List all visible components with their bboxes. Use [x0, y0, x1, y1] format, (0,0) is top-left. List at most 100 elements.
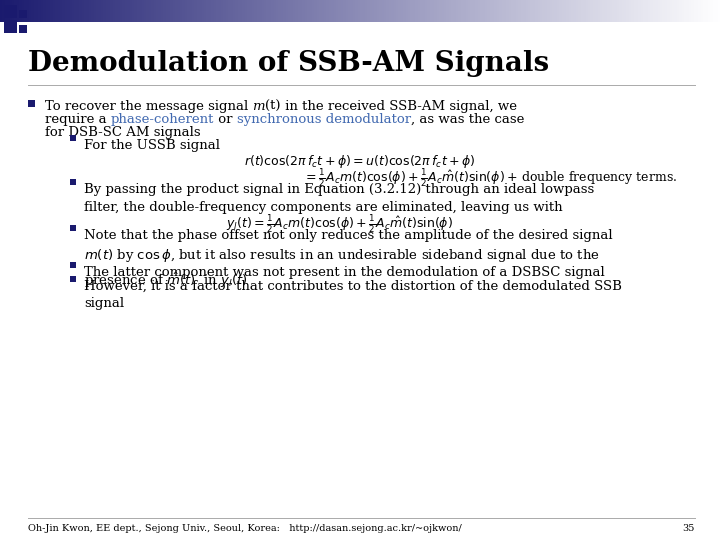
Bar: [377, 0, 380, 22]
Text: phase-coherent: phase-coherent: [111, 113, 215, 126]
Bar: [437, 0, 440, 22]
Bar: [655, 0, 659, 22]
Bar: [182, 0, 186, 22]
Bar: [34, 0, 37, 22]
Bar: [264, 0, 267, 22]
Text: Demodulation of SSB-AM Signals: Demodulation of SSB-AM Signals: [28, 50, 549, 77]
Bar: [398, 0, 402, 22]
Bar: [228, 0, 231, 22]
Bar: [610, 0, 613, 22]
Bar: [521, 0, 524, 22]
Bar: [432, 0, 436, 22]
Bar: [117, 0, 121, 22]
Bar: [588, 0, 591, 22]
Bar: [670, 0, 673, 22]
Bar: [646, 0, 649, 22]
Bar: [29, 0, 32, 22]
Bar: [715, 0, 719, 22]
Bar: [549, 0, 553, 22]
Bar: [91, 0, 94, 22]
Bar: [696, 0, 699, 22]
Bar: [120, 0, 123, 22]
Bar: [423, 0, 426, 22]
Bar: [629, 0, 632, 22]
Bar: [99, 0, 102, 22]
Bar: [531, 0, 534, 22]
Bar: [394, 0, 397, 22]
Bar: [677, 0, 680, 22]
Bar: [101, 0, 104, 22]
Bar: [137, 0, 140, 22]
Bar: [326, 0, 330, 22]
Bar: [22, 0, 25, 22]
Bar: [27, 0, 30, 22]
Text: $= \frac{1}{2}A_c m(t)\cos(\phi) + \frac{1}{2}A_c \hat{m}(t)\sin(\phi) +\,$doubl: $= \frac{1}{2}A_c m(t)\cos(\phi) + \frac…: [303, 167, 677, 188]
Bar: [626, 0, 630, 22]
Bar: [211, 0, 215, 22]
Bar: [461, 0, 464, 22]
Bar: [545, 0, 548, 22]
Bar: [665, 0, 668, 22]
Bar: [355, 0, 359, 22]
Bar: [660, 0, 663, 22]
Bar: [634, 0, 637, 22]
Bar: [583, 0, 587, 22]
Bar: [595, 0, 598, 22]
Bar: [470, 0, 474, 22]
Bar: [600, 0, 603, 22]
Bar: [487, 0, 490, 22]
Bar: [31, 0, 35, 22]
Bar: [257, 0, 260, 22]
Bar: [603, 0, 606, 22]
Bar: [598, 0, 601, 22]
Text: Oh-Jin Kwon, EE dept., Sejong Univ., Seoul, Korea:   http://dasan.sejong.ac.kr/~: Oh-Jin Kwon, EE dept., Sejong Univ., Seo…: [28, 524, 462, 533]
Bar: [554, 0, 558, 22]
Bar: [53, 0, 56, 22]
Bar: [185, 0, 188, 22]
Bar: [86, 0, 90, 22]
Bar: [516, 0, 519, 22]
Bar: [168, 0, 171, 22]
Bar: [250, 0, 253, 22]
Bar: [70, 0, 73, 22]
Bar: [711, 0, 714, 22]
Bar: [12, 0, 15, 22]
Text: , as was the case: , as was the case: [411, 113, 524, 126]
Bar: [619, 0, 623, 22]
Bar: [614, 0, 618, 22]
Bar: [593, 0, 596, 22]
Bar: [708, 0, 711, 22]
Bar: [0, 0, 4, 22]
Bar: [351, 0, 354, 22]
Bar: [653, 0, 656, 22]
Bar: [230, 0, 234, 22]
Bar: [420, 0, 423, 22]
Bar: [473, 0, 476, 22]
Bar: [45, 0, 49, 22]
Bar: [274, 0, 277, 22]
Bar: [333, 0, 337, 22]
Bar: [151, 0, 155, 22]
Bar: [79, 0, 83, 22]
Bar: [454, 0, 457, 22]
Bar: [48, 0, 51, 22]
Bar: [5, 0, 8, 22]
Bar: [444, 0, 447, 22]
Bar: [122, 0, 126, 22]
Bar: [331, 0, 335, 22]
Text: for DSB-SC AM signals: for DSB-SC AM signals: [45, 126, 201, 139]
Bar: [701, 0, 704, 22]
Bar: [675, 0, 678, 22]
Bar: [682, 0, 685, 22]
Bar: [698, 0, 702, 22]
Bar: [70, 225, 76, 231]
Bar: [283, 0, 287, 22]
Bar: [84, 0, 87, 22]
Text: or: or: [215, 113, 237, 126]
Bar: [425, 0, 428, 22]
Bar: [535, 0, 539, 22]
Bar: [391, 0, 395, 22]
Text: The latter component was not present in the demodulation of a DSBSC signal: The latter component was not present in …: [84, 266, 605, 279]
Bar: [202, 0, 205, 22]
Text: To recover the message signal: To recover the message signal: [45, 100, 253, 113]
